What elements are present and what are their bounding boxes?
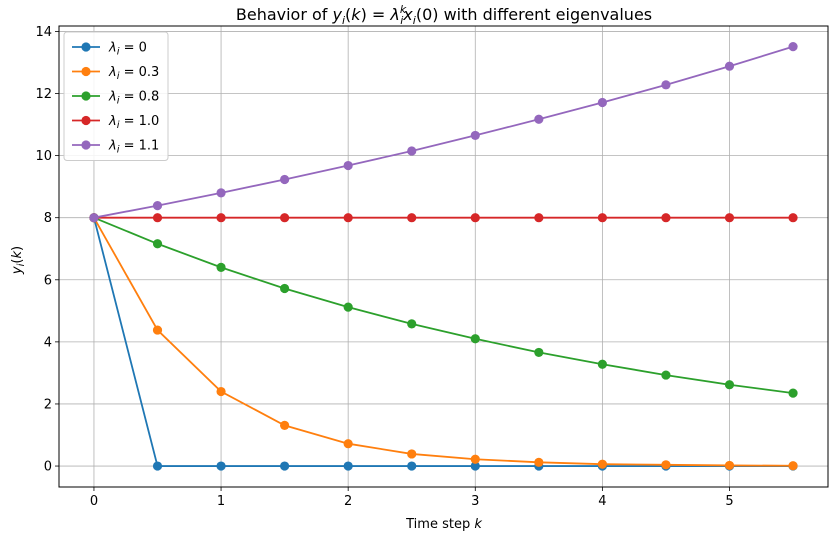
data-point [216, 213, 226, 223]
x-tick-label: 5 [725, 494, 733, 509]
data-point [470, 130, 480, 141]
legend-box [63, 31, 169, 161]
data-point [597, 359, 607, 369]
data-point [661, 460, 671, 470]
data-point [724, 213, 735, 223]
y-tick-label: 10 [35, 149, 52, 164]
x-tick-label: 3 [471, 494, 479, 509]
y-tick-label: 14 [35, 25, 52, 40]
data-point [661, 370, 671, 380]
legend-entry: λi = 0.8 [72, 90, 159, 107]
data-point [89, 213, 99, 223]
series-2 [89, 213, 798, 398]
data-point [661, 213, 671, 223]
y-tick-label: 12 [35, 87, 52, 102]
x-tick-label: 0 [90, 494, 98, 509]
grid [59, 26, 828, 487]
series-4 [89, 42, 798, 223]
y-tick-label: 0 [44, 460, 52, 475]
data-point [534, 347, 544, 358]
data-point [407, 146, 417, 156]
y-tick-label: 2 [44, 397, 52, 412]
legend-entry: λi = 1.1 [72, 139, 159, 156]
data-point [343, 302, 353, 312]
data-point [724, 61, 735, 71]
data-point [534, 457, 544, 467]
legend-marker [81, 140, 91, 150]
data-point [216, 386, 226, 397]
data-point [216, 188, 226, 198]
series-line [93, 45, 794, 219]
legend-entry: λi = 0 [72, 41, 147, 58]
data-point [343, 439, 353, 449]
series-line [93, 216, 794, 394]
data-point [788, 213, 798, 223]
legend-marker [81, 91, 91, 101]
data-point [661, 80, 671, 90]
data-point [280, 461, 290, 471]
legend-entry: λi = 0.3 [72, 65, 159, 82]
legend-label: λi = 0 [108, 41, 147, 58]
data-point [216, 461, 226, 471]
data-point [788, 461, 798, 471]
x-tick-label: 4 [598, 494, 606, 509]
data-point [280, 213, 290, 223]
data-point [534, 114, 544, 124]
series-3 [89, 213, 798, 223]
data-point [152, 461, 163, 471]
data-point [407, 319, 417, 329]
y-tick-label: 4 [44, 335, 52, 350]
data-point [216, 262, 226, 272]
data-point [788, 42, 798, 52]
x-axis-label: Time step k [405, 517, 482, 532]
y-tick-label: 8 [44, 211, 52, 226]
plot-frame [58, 25, 829, 488]
data-point [343, 461, 353, 471]
series-1 [89, 213, 798, 471]
data-point [343, 160, 353, 171]
legend-entry: λi = 1.0 [72, 114, 159, 131]
legend-marker [81, 115, 91, 126]
plot-series [89, 42, 798, 471]
data-point [280, 283, 290, 294]
legend-marker [81, 66, 91, 77]
data-point [597, 213, 607, 223]
legend-label: λi = 0.3 [108, 65, 159, 82]
legend: λi = 0 λi = 0.3 λi = 0.8 λi = 1.0 λi = 1.1 [63, 31, 169, 161]
legend-label: λi = 1.0 [108, 114, 159, 131]
data-point [152, 213, 163, 223]
data-point [280, 420, 290, 430]
data-point [343, 213, 353, 223]
data-point [407, 213, 417, 223]
data-point [152, 325, 163, 335]
data-point [280, 174, 290, 185]
data-point [152, 200, 163, 211]
data-point [470, 461, 480, 471]
data-point [152, 239, 163, 249]
data-point [597, 97, 607, 108]
y-axis-label: yi(k) [10, 246, 27, 275]
legend-label: λi = 1.1 [108, 139, 159, 156]
chart-title: Behavior of yi(k) = λk ixi(0) with differ… [236, 3, 652, 27]
x-tick-label: 2 [344, 494, 352, 509]
data-point [470, 334, 480, 344]
data-point [597, 459, 607, 469]
data-point [724, 460, 735, 471]
series-line [93, 217, 794, 467]
legend-marker [81, 42, 91, 52]
data-point [407, 449, 417, 459]
series-line [93, 217, 794, 467]
data-point [788, 388, 798, 398]
data-point [534, 213, 544, 223]
x-tick-label: 1 [217, 494, 225, 509]
data-point [407, 461, 417, 471]
data-point [724, 380, 735, 390]
data-point [470, 213, 480, 223]
y-tick-label: 6 [44, 273, 52, 288]
legend-label: λi = 0.8 [108, 90, 159, 107]
data-point [470, 454, 480, 464]
